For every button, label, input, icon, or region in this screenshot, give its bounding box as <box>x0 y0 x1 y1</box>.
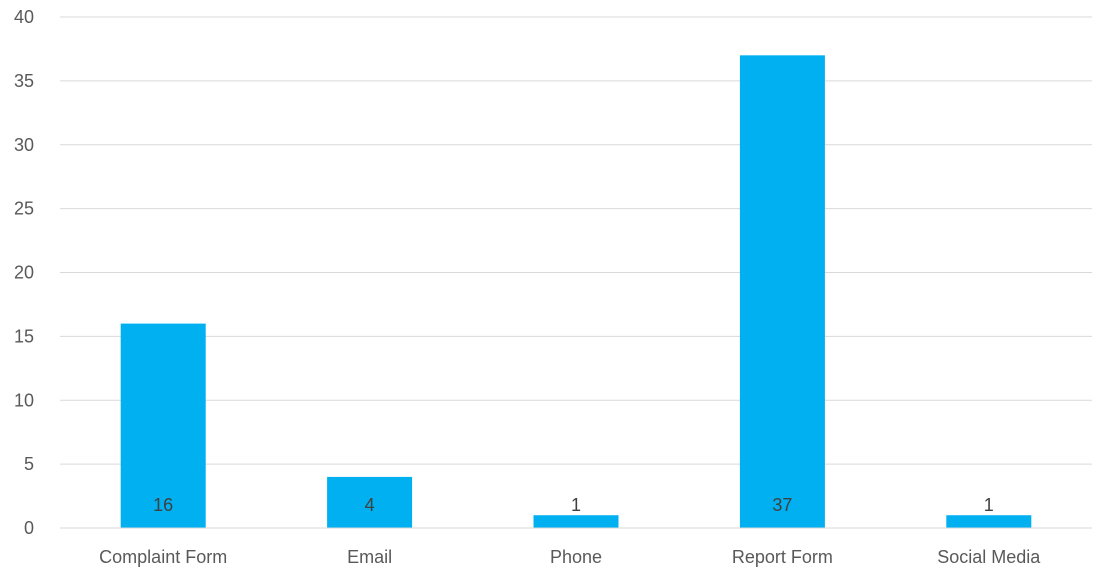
y-tick-label: 25 <box>14 199 34 219</box>
y-axis-tick-labels: 0 5 10 15 20 25 30 35 40 <box>14 7 34 538</box>
bar-data-label: 16 <box>153 495 173 515</box>
x-category-label: Phone <box>550 547 602 567</box>
bar-data-label: 4 <box>365 495 375 515</box>
x-category-label: Social Media <box>937 547 1041 567</box>
bar <box>120 323 206 528</box>
y-tick-label: 10 <box>14 390 34 410</box>
gridlines <box>60 16 1092 465</box>
y-tick-label: 0 <box>24 518 34 538</box>
bar <box>739 55 825 528</box>
bar-data-label: 37 <box>772 495 792 515</box>
bar <box>533 515 619 528</box>
x-category-label: Complaint Form <box>99 547 227 567</box>
bar <box>946 515 1032 528</box>
y-tick-label: 15 <box>14 326 34 346</box>
x-category-label: Report Form <box>732 547 833 567</box>
y-tick-label: 20 <box>14 263 34 283</box>
bar <box>327 476 413 528</box>
y-tick-label: 5 <box>24 454 34 474</box>
bars <box>120 55 1032 528</box>
y-tick-label: 30 <box>14 135 34 155</box>
y-tick-label: 40 <box>14 7 34 27</box>
bar-data-label: 1 <box>984 495 994 515</box>
data-labels: 16 4 1 37 1 <box>153 495 994 515</box>
y-tick-label: 35 <box>14 71 34 91</box>
x-axis-category-labels: Complaint Form Email Phone Report Form Socia… <box>99 547 1041 567</box>
x-category-label: Email <box>347 547 392 567</box>
bar-data-label: 1 <box>571 495 581 515</box>
